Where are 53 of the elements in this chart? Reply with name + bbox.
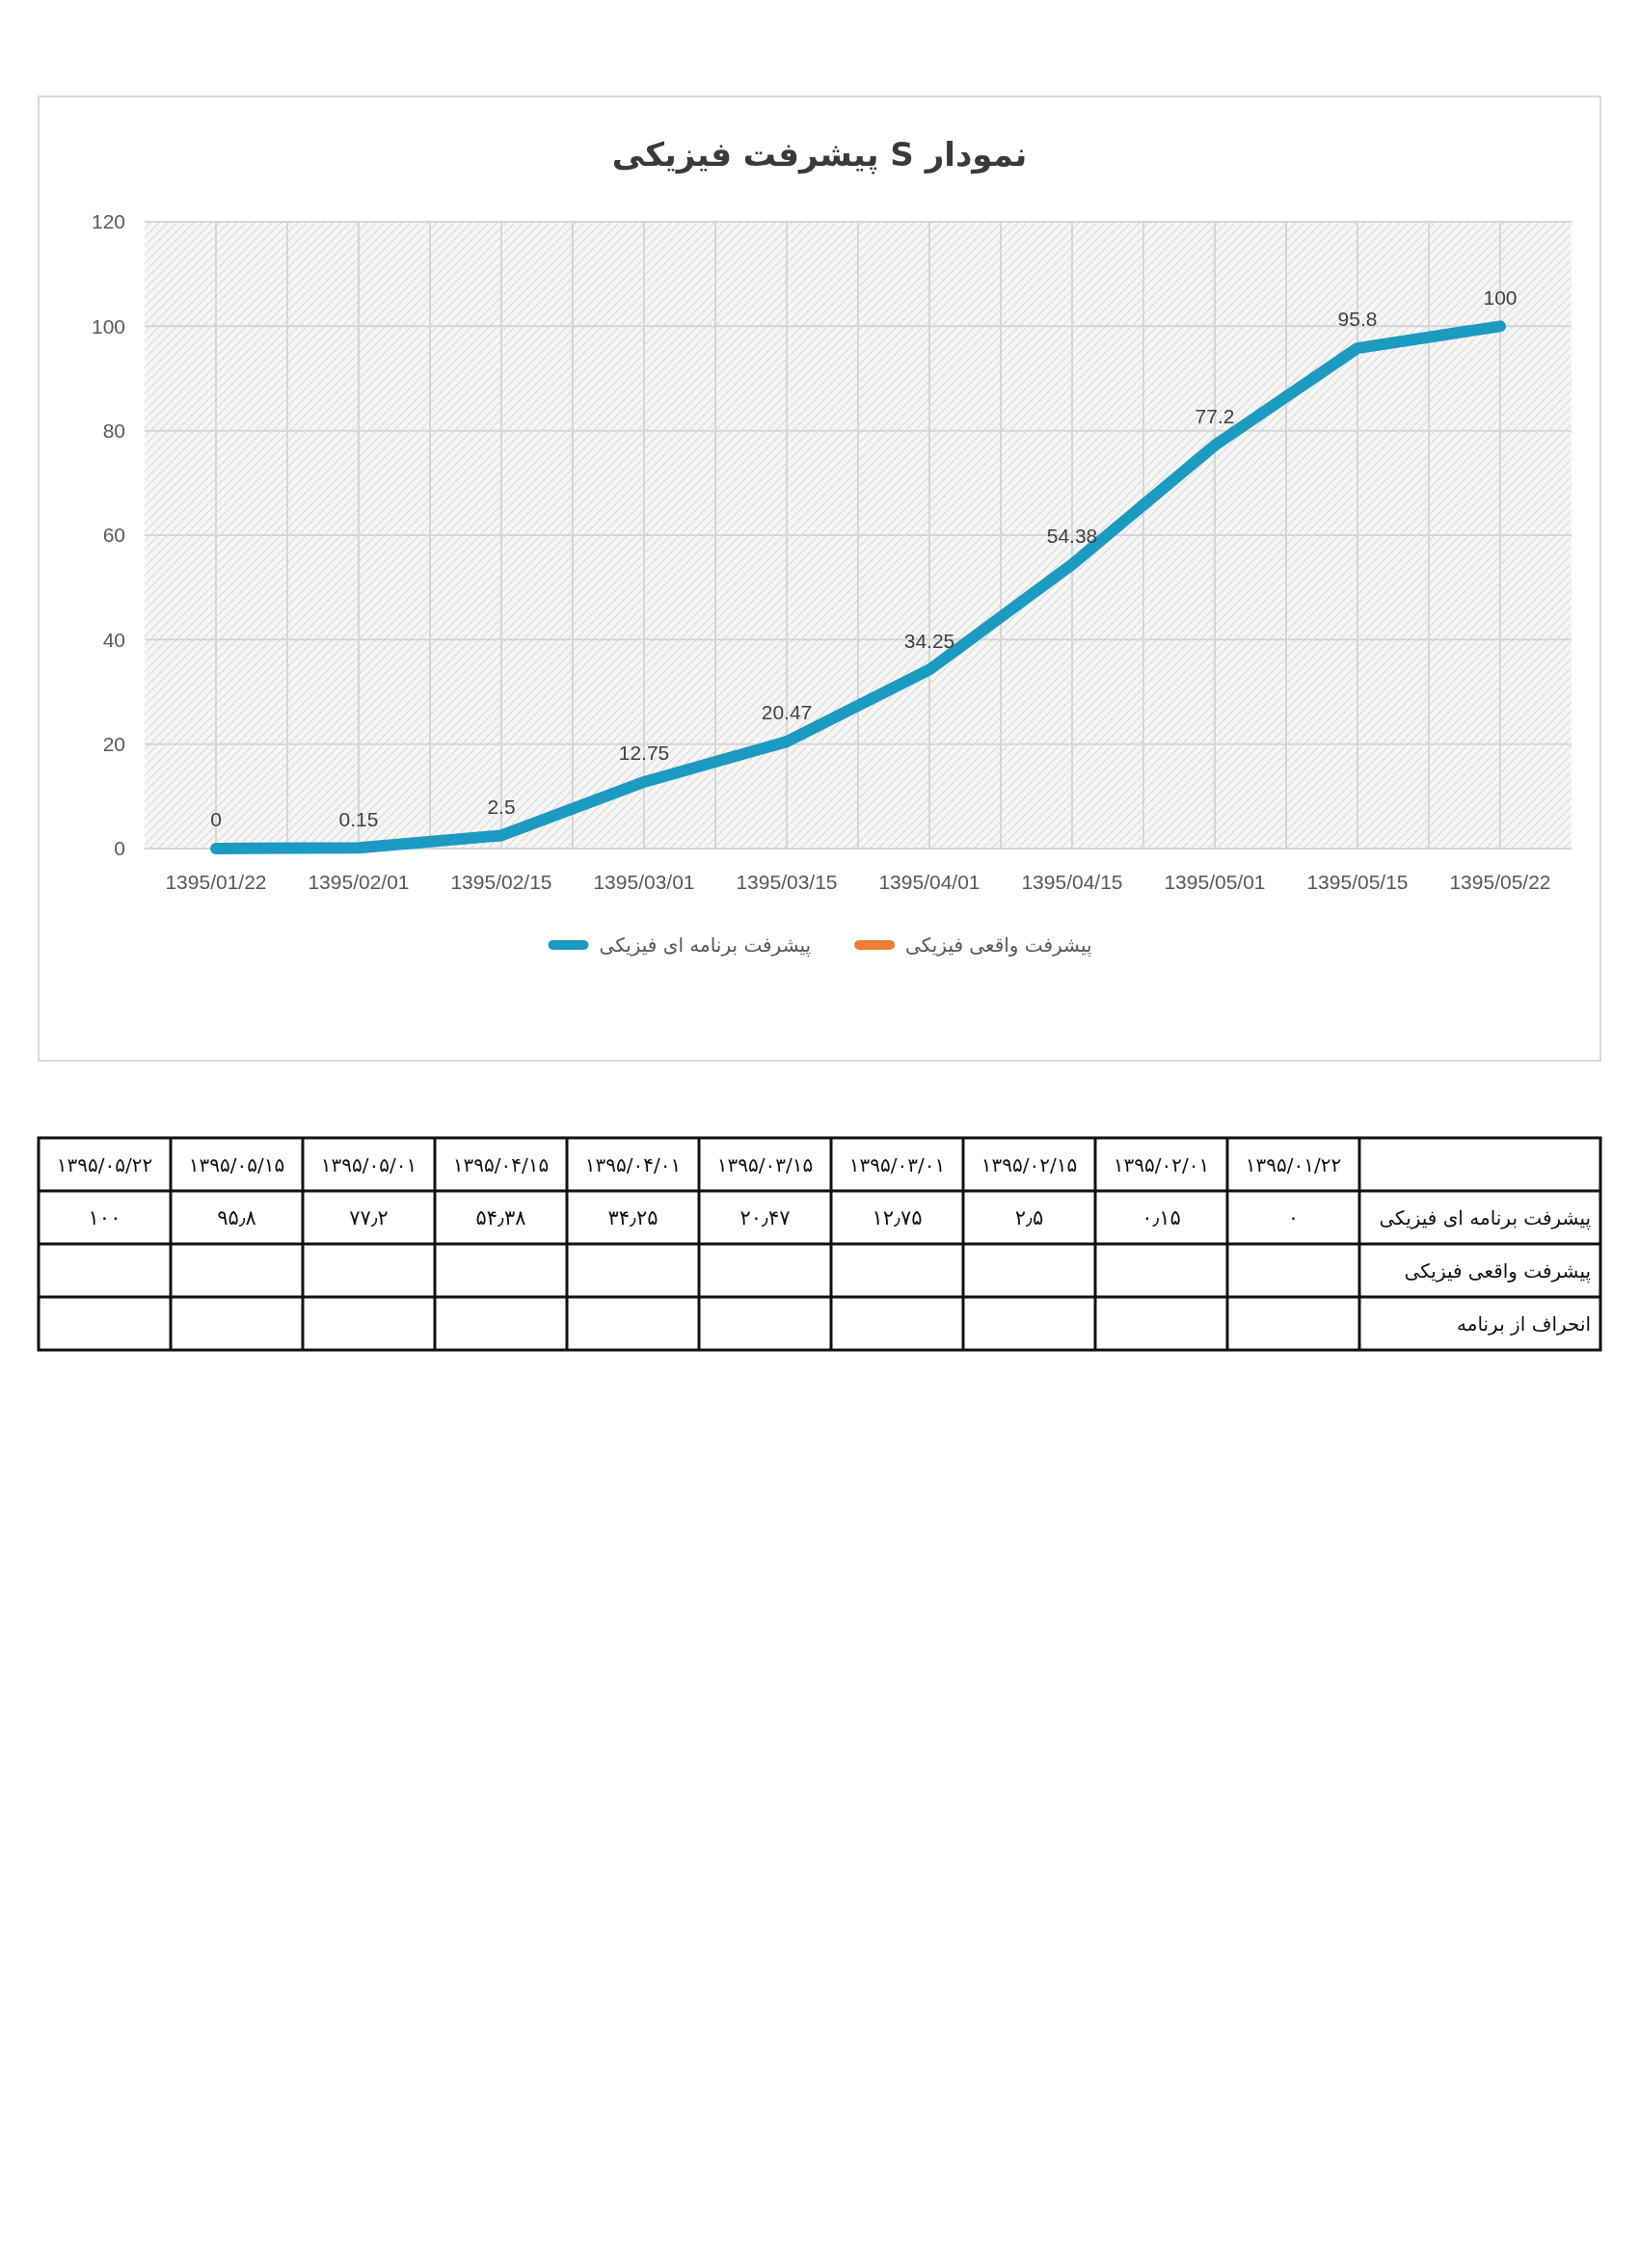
x-tick-label: 1395/03/01 — [593, 871, 695, 894]
category-label: ۱۳۹۵/۰۵/۰۱ — [320, 1152, 417, 1176]
y-tick-label: 100 — [91, 314, 125, 338]
category-label: ۱۳۹۵/۰۵/۲۲ — [56, 1152, 153, 1176]
y-tick-label: 80 — [102, 419, 125, 443]
legend-label: پیشرفت واقعی فیزیکی — [905, 933, 1092, 958]
x-tick-label: 1395/04/01 — [878, 871, 981, 894]
data-label: 100 — [1483, 285, 1518, 309]
category-label: ۱۳۹۵/۰۵/۱۵ — [188, 1152, 285, 1176]
x-tick-label: 1395/01/22 — [165, 871, 267, 894]
x-tick-label: 1395/03/15 — [736, 871, 838, 894]
data-label: 95.8 — [1337, 308, 1378, 331]
y-tick-label: 0 — [114, 837, 125, 860]
category-label: ۱۳۹۵/۰۳/۰۱ — [848, 1152, 946, 1176]
y-tick-label: 120 — [91, 210, 125, 233]
data-label: 0.15 — [338, 807, 379, 830]
text: ۳۴٫۲۵ — [607, 1205, 658, 1229]
text: ۱۰۰ — [88, 1205, 121, 1229]
category-label: ۱۳۹۵/۰۲/۰۱ — [1113, 1152, 1210, 1176]
text: ۱۲٫۷۵ — [872, 1205, 923, 1229]
text: ۲٫۵ — [1014, 1205, 1044, 1229]
legend-label: پیشرفت برنامه ای فیزیکی — [599, 933, 812, 958]
text: ۰ — [1287, 1205, 1300, 1229]
category-label: پیشرفت واقعی فیزیکی — [1404, 1258, 1591, 1282]
x-tick-label: 1395/04/15 — [1021, 871, 1123, 894]
data-label: 0 — [210, 808, 222, 831]
category-label: ۱۳۹۵/۰۱/۲۲ — [1245, 1152, 1342, 1176]
data-label: 12.75 — [618, 742, 670, 765]
text: ۲۰٫۴۷ — [739, 1205, 791, 1229]
category-label: پیشرفت برنامه ای فیزیکی — [1379, 1205, 1591, 1229]
data-label: 20.47 — [761, 701, 813, 724]
category-label: انحراف از برنامه — [1457, 1311, 1591, 1336]
x-tick-label: 1395/05/01 — [1164, 871, 1266, 894]
text: ۹۵٫۸ — [217, 1205, 256, 1229]
x-tick-label: 1395/05/15 — [1306, 871, 1409, 894]
data-label: 34.25 — [903, 629, 955, 652]
x-tick-label: 1395/05/22 — [1449, 871, 1551, 894]
category-label: ۱۳۹۵/۰۴/۰۱ — [584, 1152, 682, 1176]
category-label: ۱۳۹۵/۰۳/۱۵ — [716, 1152, 814, 1176]
chart-title: نمودار S پیشرفت فیزیکی — [611, 134, 1028, 175]
text: ۰٫۱۵ — [1142, 1205, 1181, 1229]
x-tick-label: 1395/02/15 — [450, 871, 552, 894]
x-tick-label: 1395/02/01 — [308, 871, 410, 894]
text: ۵۴٫۳۸ — [475, 1205, 526, 1229]
data-label: 2.5 — [487, 795, 516, 818]
data-label: 77.2 — [1195, 405, 1235, 428]
text: ۷۷٫۲ — [349, 1205, 389, 1229]
y-tick-label: 60 — [102, 524, 125, 547]
y-tick-label: 20 — [102, 733, 125, 756]
category-label: ۱۳۹۵/۰۴/۱۵ — [452, 1152, 550, 1176]
y-tick-label: 40 — [102, 628, 125, 651]
data-label: 54.38 — [1046, 524, 1098, 547]
category-label: ۱۳۹۵/۰۲/۱۵ — [981, 1152, 1078, 1176]
